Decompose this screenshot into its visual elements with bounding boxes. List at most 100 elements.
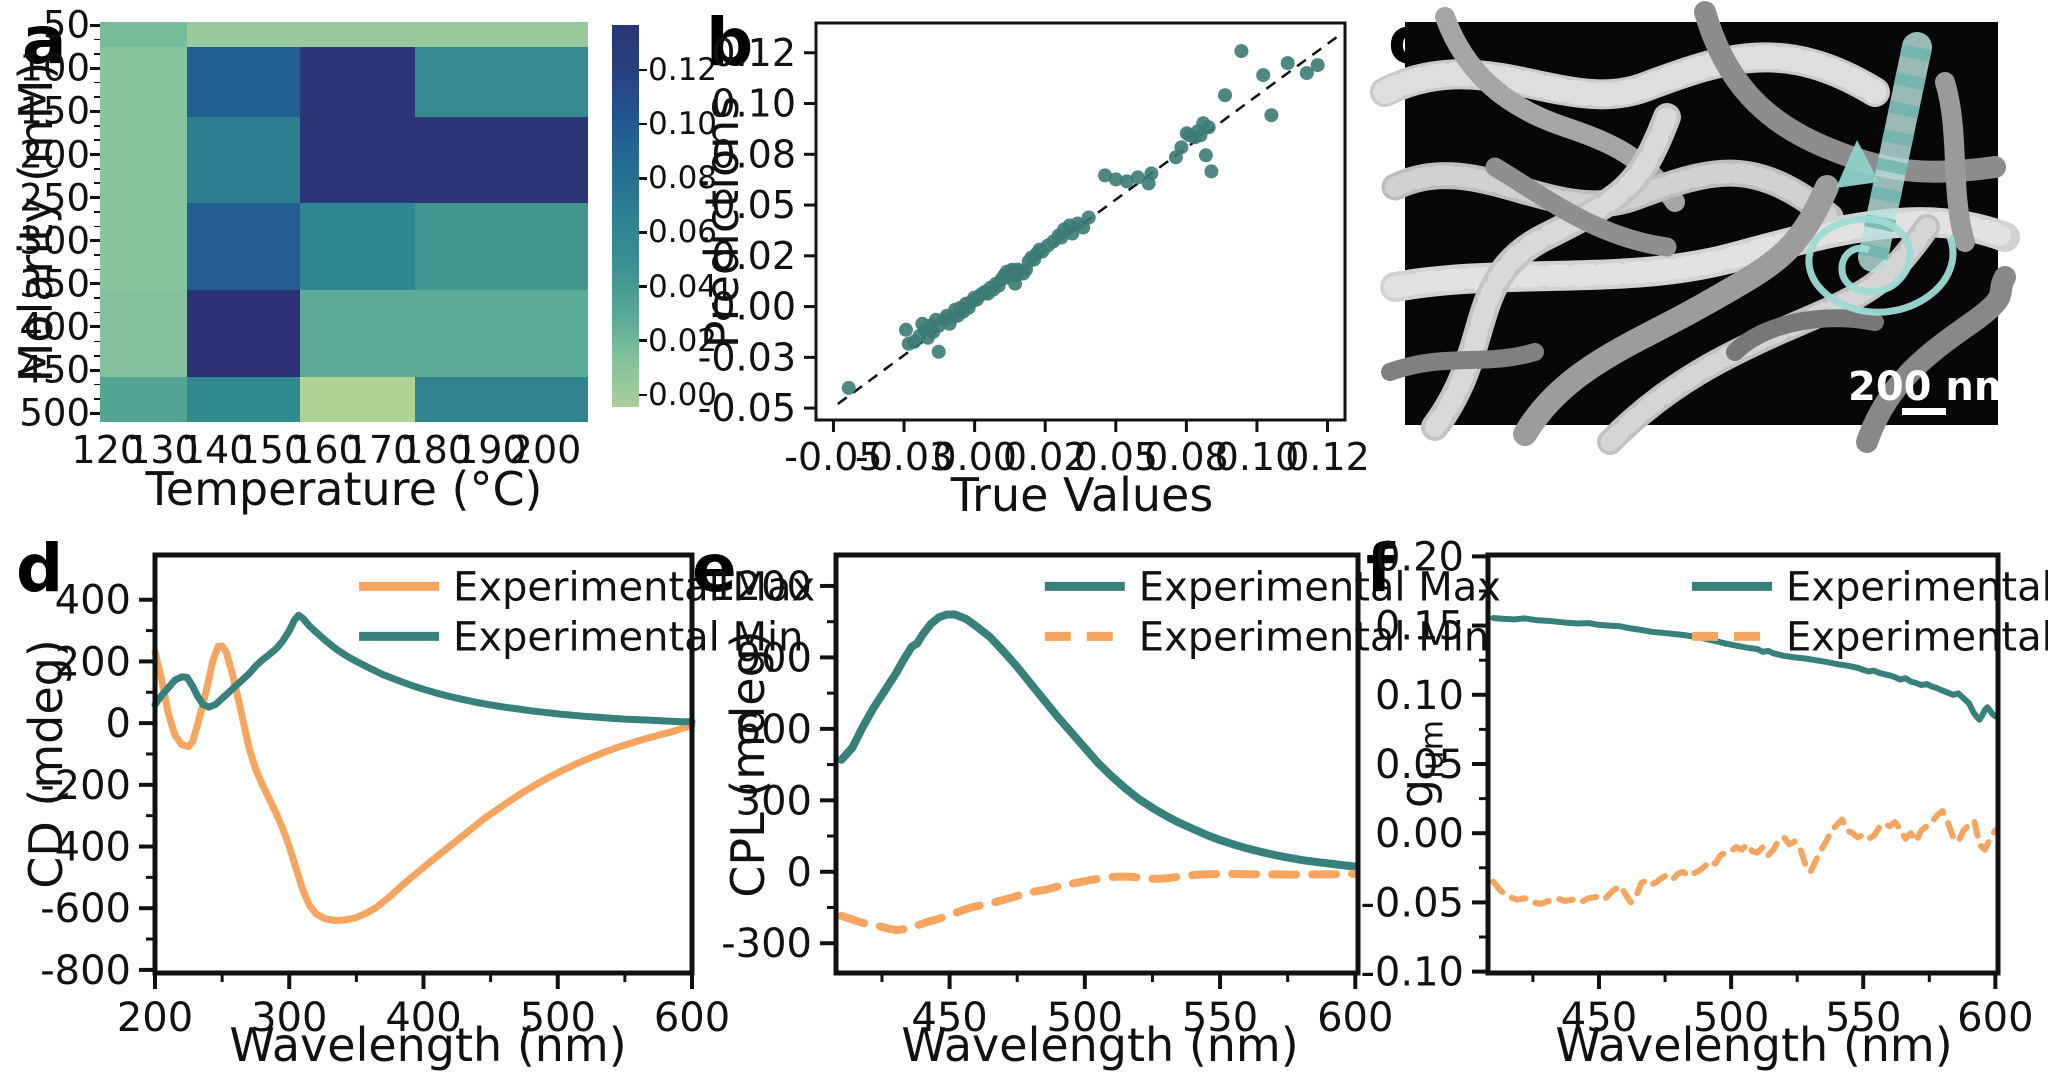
- helix-icon: [1805, 32, 1957, 316]
- y-tick-label: -800: [40, 948, 131, 994]
- heatmap-y-tick: [90, 325, 100, 329]
- heatmap-cell: [100, 47, 187, 117]
- legend-label: Experimental Max: [453, 564, 815, 610]
- heatmap-cell: [100, 377, 187, 422]
- y-tick-label: -0.03: [698, 335, 796, 379]
- y-tick-label: -300: [721, 921, 812, 967]
- panel-label-f: f: [1366, 530, 1395, 607]
- heatmap-x-tick-label: 130: [126, 428, 199, 472]
- y-tick-label: 300: [736, 778, 812, 824]
- colorbar-tick: [639, 231, 647, 234]
- heatmap-x-tick-label: 120: [71, 428, 145, 472]
- y-tick-label: -0.05: [1361, 880, 1465, 926]
- glum-x-axis-label: Wavelength (nm): [1555, 1018, 1953, 1072]
- y-tick-label: -400: [40, 825, 131, 871]
- x-tick-label: -0.05: [784, 435, 882, 479]
- heatmap-cell: [299, 22, 415, 47]
- scatter-point: [1119, 174, 1134, 189]
- scatter-point: [1108, 172, 1123, 187]
- y-tick-label: 0.15: [1375, 604, 1464, 650]
- y-tick-label: 0.10: [711, 82, 796, 126]
- scatter-point: [1130, 170, 1145, 185]
- y-tick-label: 0.00: [1375, 811, 1464, 857]
- heatmap-x-tick-label: 150: [235, 428, 309, 472]
- scatter-point: [1264, 108, 1279, 123]
- colorbar-tick-label: 0.12: [648, 52, 718, 89]
- heatmap-cell: [100, 203, 187, 290]
- heatmap-x-tick-label: 180: [399, 428, 472, 472]
- scatter-point: [1280, 56, 1295, 71]
- colorbar-tick-label: 0.02: [648, 322, 718, 359]
- heatmap-cell: [414, 22, 588, 47]
- scatter-x-axis-label: True Values: [950, 468, 1214, 522]
- scatter-plot: -0.05-0.030.000.020.050.080.100.120.120.…: [698, 21, 1370, 479]
- y-tick-label: 0.00: [711, 285, 796, 329]
- x-tick-label: 600: [1957, 995, 2033, 1041]
- y-tick-label: -200: [40, 763, 131, 809]
- scatter-point: [1174, 140, 1189, 155]
- legend-label: Experimental Max: [1786, 564, 2048, 610]
- heatmap-cell: [414, 47, 588, 117]
- panel-label-d: d: [16, 530, 64, 607]
- scatter-point: [1310, 58, 1325, 73]
- y-tick-label: 0.10: [1375, 673, 1464, 719]
- heatmap-y-tick: [90, 282, 100, 286]
- cd-x-axis-label: Wavelength (nm): [229, 1018, 627, 1072]
- scatter-point: [841, 380, 856, 395]
- x-tick-label: 500: [1693, 995, 1769, 1041]
- glum-plot: 450 500 550 600 0.20 0.15 0.10 0.05 0.00 -0.05 -0.…: [1361, 534, 2048, 1041]
- heatmap-cell: [299, 377, 415, 422]
- x-tick-label: 500: [520, 995, 596, 1041]
- colorbar-tick: [639, 285, 647, 288]
- y-tick-label: -0.10: [1361, 950, 1465, 996]
- heatmap-x-tick-label: 190: [454, 428, 527, 472]
- series-min: [1490, 808, 1999, 907]
- y-tick-label: 0: [106, 701, 131, 747]
- scatter-point: [1204, 164, 1219, 179]
- sem-scalebar-label: 200 nm: [1848, 364, 2016, 410]
- heatmap-cell: [299, 117, 415, 203]
- x-tick-label: 400: [385, 995, 461, 1041]
- heatmap-cell: [186, 22, 300, 47]
- legend-label: Experimental Min: [1139, 614, 1489, 660]
- heatmap-x-tick-label: 200: [508, 428, 582, 472]
- heatmap-cell: [186, 290, 300, 377]
- heatmap-x-axis-label: Temperature (°C): [145, 462, 543, 516]
- scatter-point: [1201, 120, 1216, 135]
- cd-plot: 200 300 400 500 600 400 200 0 -200 -400 -600 -800 Ex…: [40, 552, 815, 1041]
- legend-label: Experimental Max: [1139, 564, 1501, 610]
- y-tick-label: 0.05: [1375, 742, 1464, 788]
- x-tick-label: 0.02: [1003, 435, 1088, 479]
- heatmap-cell: [299, 203, 415, 290]
- scatter-points: [841, 44, 1325, 395]
- y-tick-label: 200: [55, 639, 131, 685]
- scatter-point: [1256, 68, 1271, 83]
- x-tick-label: 200: [117, 995, 193, 1041]
- scatter-point: [1081, 210, 1096, 225]
- colorbar-tick-label: 0.00: [648, 376, 718, 413]
- x-tick-label: 0.08: [1144, 435, 1229, 479]
- x-tick-label: 0.12: [1285, 435, 1370, 479]
- y-tick-label: 0.08: [711, 132, 796, 176]
- colorbar: [612, 25, 639, 407]
- y-tick-label: 0.20: [1375, 534, 1464, 580]
- colorbar-tick-label: 0.08: [648, 160, 718, 197]
- colorbar-tick-label: 0.10: [648, 106, 718, 143]
- heatmap-y-tick: [90, 109, 100, 113]
- colorbar-tick: [639, 177, 647, 180]
- heatmap-cell: [299, 47, 415, 117]
- x-tick-label: 500: [1047, 995, 1123, 1041]
- scatter-point: [1008, 276, 1023, 291]
- scatter-point: [1299, 66, 1314, 81]
- x-tick-label: 450: [1561, 995, 1637, 1041]
- heatmap-cell: [186, 203, 300, 290]
- panel-label-b: b: [706, 4, 754, 81]
- scatter-point: [1198, 148, 1213, 163]
- scatter-point: [1144, 166, 1159, 181]
- sem-scalebar: [1902, 408, 1946, 415]
- series-max: [837, 610, 1360, 871]
- cpl-x-axis-label: Wavelength (nm): [901, 1018, 1299, 1072]
